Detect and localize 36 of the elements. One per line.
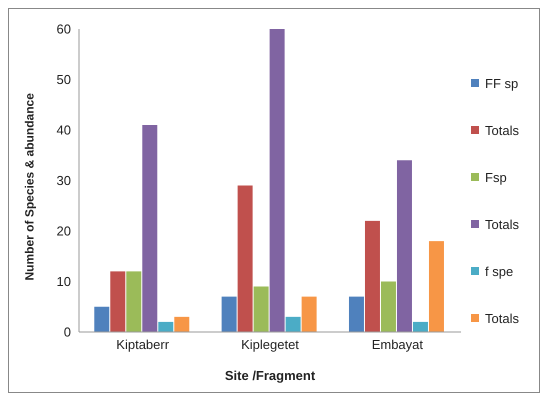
y-axis-title: Number of Species & abundance [22, 92, 36, 280]
bar [302, 296, 317, 332]
bar [254, 286, 269, 332]
bar [142, 124, 158, 332]
bar [286, 316, 301, 332]
y-tick-label: 20 [56, 224, 71, 239]
bar [412, 322, 428, 332]
bar [270, 29, 285, 332]
y-tick-label: 0 [64, 324, 71, 340]
bar [428, 241, 444, 332]
y-tick-label: 10 [56, 274, 71, 290]
bar [158, 322, 174, 332]
y-tick-label: 50 [56, 72, 71, 88]
bar [380, 282, 396, 332]
y-tick-label: 60 [56, 22, 71, 37]
legend-label: Totals [485, 122, 519, 138]
bar [396, 160, 412, 332]
bar [110, 271, 126, 332]
bar [222, 296, 237, 332]
bar [238, 186, 253, 332]
x-axis-title: Site /Fragment [224, 368, 316, 383]
bar [174, 316, 190, 332]
legend-label: FF sp [485, 76, 518, 90]
x-tick-label: Kiptaberr [116, 337, 170, 352]
x-tick-label: Embayat [372, 337, 424, 352]
legend-label: Fsp [485, 170, 507, 184]
legend-label: f spe [485, 264, 514, 278]
bar [348, 296, 364, 332]
bar [94, 306, 110, 332]
bar [126, 271, 142, 332]
legend-label: Totals [485, 216, 519, 232]
legend-label: Totals [485, 310, 519, 326]
y-tick-label: 30 [56, 173, 71, 188]
y-tick-label: 40 [56, 122, 71, 138]
bar [364, 220, 380, 332]
x-tick-label: Kiplegetet [241, 337, 300, 352]
